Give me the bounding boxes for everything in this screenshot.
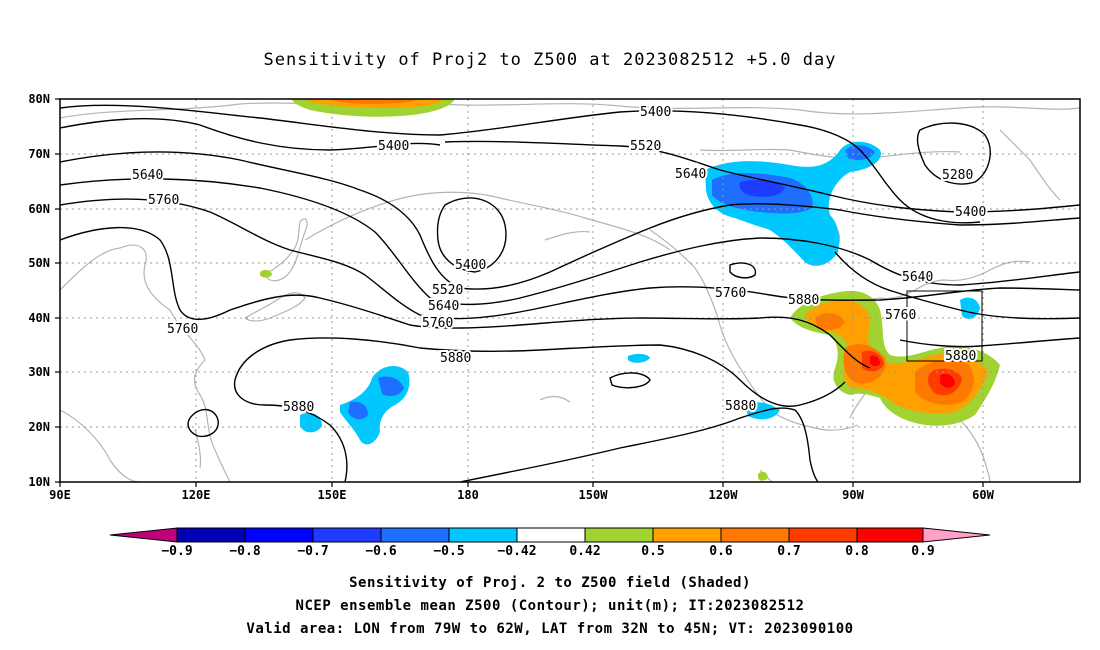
lat-label: 80N — [28, 92, 50, 106]
colorbar-swatch — [176, 527, 246, 543]
coastlines — [60, 102, 1080, 482]
lat-label: 40N — [28, 311, 50, 325]
lat-label: 30N — [28, 365, 50, 379]
caption-line-2: NCEP ensemble mean Z500 (Contour); unit(… — [295, 598, 805, 614]
contour-label: 5760 — [167, 322, 198, 337]
contour-label: 5280 — [942, 168, 973, 183]
colorbar-tick-label: −0.5 — [433, 544, 465, 559]
colorbar-tick-label: −0.9 — [161, 544, 193, 559]
colorbar-swatch — [244, 527, 314, 543]
z500-contours — [60, 104, 1080, 482]
colorbar-swatch — [652, 527, 722, 543]
caption-line-3: Valid area: LON from 79W to 62W, LAT fro… — [246, 621, 854, 637]
contour-label: 5880 — [725, 399, 756, 414]
colorbar-tick-label: 0.9 — [911, 544, 935, 559]
lat-label: 20N — [28, 420, 50, 434]
colorbar-below-triangle — [109, 527, 178, 543]
contour-label: 5640 — [675, 167, 706, 182]
contour-label: 5640 — [428, 299, 459, 314]
colorbar-tick-label: 0.6 — [709, 544, 733, 559]
lon-label: 60W — [972, 488, 994, 502]
colorbar-above-triangle — [922, 527, 991, 543]
lon-label: 90W — [842, 488, 864, 502]
contour-label: 5880 — [283, 400, 314, 415]
contour-label: 5880 — [945, 349, 976, 364]
colorbar-tick-label: 0.42 — [569, 544, 601, 559]
map-border — [59, 98, 1081, 483]
colorbar-tick-label: 0.5 — [641, 544, 665, 559]
colorbar-swatch — [720, 527, 790, 543]
contour-label: 5640 — [132, 168, 163, 183]
contour-label: 5880 — [788, 293, 819, 308]
lon-label: 180 — [457, 488, 479, 502]
contour-labels: 5400 5400 5520 5640 5280 5400 5640 5760 … — [130, 103, 988, 417]
lat-label: 70N — [28, 147, 50, 161]
colorbar-tick-label: −0.42 — [497, 544, 537, 559]
colorbar-tick-label: 0.8 — [845, 544, 869, 559]
colorbar-swatch — [788, 527, 858, 543]
lat-label: 60N — [28, 202, 50, 216]
contour-label: 5400 — [378, 139, 409, 154]
colorbar-swatch — [312, 527, 382, 543]
map-title: Sensitivity of Proj2 to Z500 at 20230825… — [263, 50, 837, 70]
lon-label: 120W — [708, 488, 738, 502]
colorbar-tick-label: 0.7 — [777, 544, 801, 559]
lon-label: 150E — [317, 488, 347, 502]
contour-label: 5760 — [148, 193, 179, 208]
lat-label: 50N — [28, 256, 50, 270]
valid-area-box — [906, 290, 983, 362]
colorbar-tick-label: −0.6 — [365, 544, 397, 559]
lat-label: 10N — [28, 475, 50, 489]
contour-label: 5400 — [455, 258, 486, 273]
colorbar-tick-label: −0.8 — [229, 544, 261, 559]
lon-label: 90E — [49, 488, 71, 502]
contour-label: 5760 — [715, 286, 746, 301]
contour-label: 5400 — [955, 205, 986, 220]
contour-label: 5640 — [902, 270, 933, 285]
contour-label: 5400 — [640, 105, 671, 120]
contour-label: 5760 — [422, 316, 453, 331]
colorbar-swatch — [856, 527, 924, 543]
colorbar-swatch — [380, 527, 450, 543]
axis-ticks — [55, 98, 984, 487]
contour-label: 5520 — [432, 283, 463, 298]
colorbar-swatch — [584, 527, 654, 543]
colorbar-swatch — [448, 527, 518, 543]
contour-label: 5760 — [885, 308, 916, 323]
contour-label: 5880 — [440, 351, 471, 366]
lon-label: 120E — [181, 488, 211, 502]
colorbar — [109, 527, 991, 543]
sensitivity-shading — [260, 99, 1000, 481]
caption-line-1: Sensitivity of Proj. 2 to Z500 field (Sh… — [349, 575, 751, 591]
lon-label: 150W — [578, 488, 608, 502]
colorbar-swatch — [516, 527, 586, 543]
colorbar-tick-label: −0.7 — [297, 544, 329, 559]
contour-label: 5520 — [630, 139, 661, 154]
